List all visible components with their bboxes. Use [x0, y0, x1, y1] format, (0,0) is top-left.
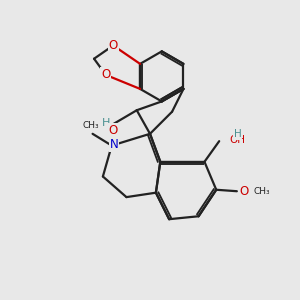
- Text: CH₃: CH₃: [83, 121, 99, 130]
- Text: O: O: [101, 68, 110, 81]
- Text: CH₃: CH₃: [254, 187, 271, 196]
- Text: N: N: [110, 138, 118, 151]
- Text: O: O: [239, 185, 248, 198]
- Text: O: O: [109, 124, 118, 137]
- Text: H: H: [102, 118, 110, 128]
- Text: O: O: [109, 39, 118, 52]
- Text: H: H: [234, 129, 241, 139]
- Text: OH: OH: [230, 135, 245, 145]
